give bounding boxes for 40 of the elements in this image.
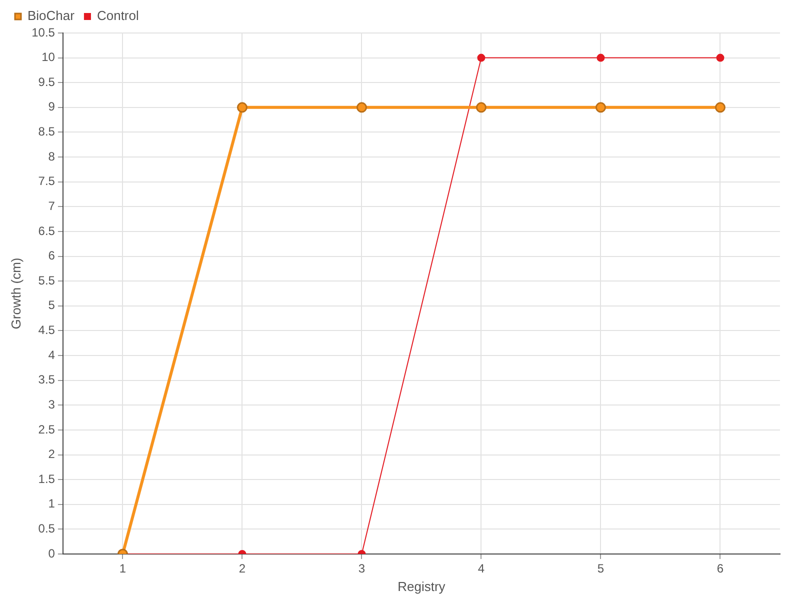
x-tick-label: 5 (597, 562, 604, 576)
point (477, 54, 486, 62)
x-tick-label: 3 (358, 562, 366, 576)
y-tick-label: 3.5 (38, 372, 56, 387)
y-tick-label: 2 (48, 447, 56, 462)
y-tick-label: 10.5 (32, 25, 56, 40)
legend-label: BioChar (28, 8, 76, 24)
point (595, 102, 606, 113)
y-tick-label: 10 (42, 50, 56, 64)
y-tick-label: 4.5 (38, 323, 56, 338)
point (596, 54, 605, 62)
y-tick-label: 1.5 (38, 472, 56, 486)
y-axis-title: Growth (cm) (8, 258, 24, 330)
y-tick-label: 5.5 (38, 273, 56, 288)
y-tick-label: 7 (48, 198, 56, 213)
y-tick-label: 0.5 (38, 522, 56, 536)
x-tick-label: 6 (716, 562, 724, 576)
y-tick-label: 4 (48, 348, 56, 362)
y-tick-label: 9 (48, 100, 56, 114)
y-tick-label: 8.5 (38, 124, 56, 139)
x-tick-label: 1 (119, 562, 126, 576)
y-tick-label: 7.5 (38, 174, 56, 188)
y-tick-label: 6.5 (38, 224, 56, 238)
point (236, 102, 248, 113)
legend-label: Control (96, 8, 139, 24)
y-tick-label: 1 (48, 496, 56, 511)
y-tick-label: 9.5 (38, 74, 56, 89)
point (714, 102, 726, 113)
x-tick-label: 2 (238, 562, 246, 576)
y-tick-label: 8 (48, 149, 56, 164)
y-tick-label: 3 (48, 397, 56, 412)
y-tick-label: 5 (48, 298, 56, 312)
y-tick-label: 0 (48, 546, 56, 560)
point (356, 102, 367, 113)
x-tick-label: 4 (478, 562, 485, 576)
point (476, 102, 486, 113)
point (716, 54, 724, 62)
y-tick-label: 6 (48, 248, 56, 263)
y-tick-label: 2.5 (38, 422, 56, 436)
x-axis-title: Registry (398, 578, 446, 594)
